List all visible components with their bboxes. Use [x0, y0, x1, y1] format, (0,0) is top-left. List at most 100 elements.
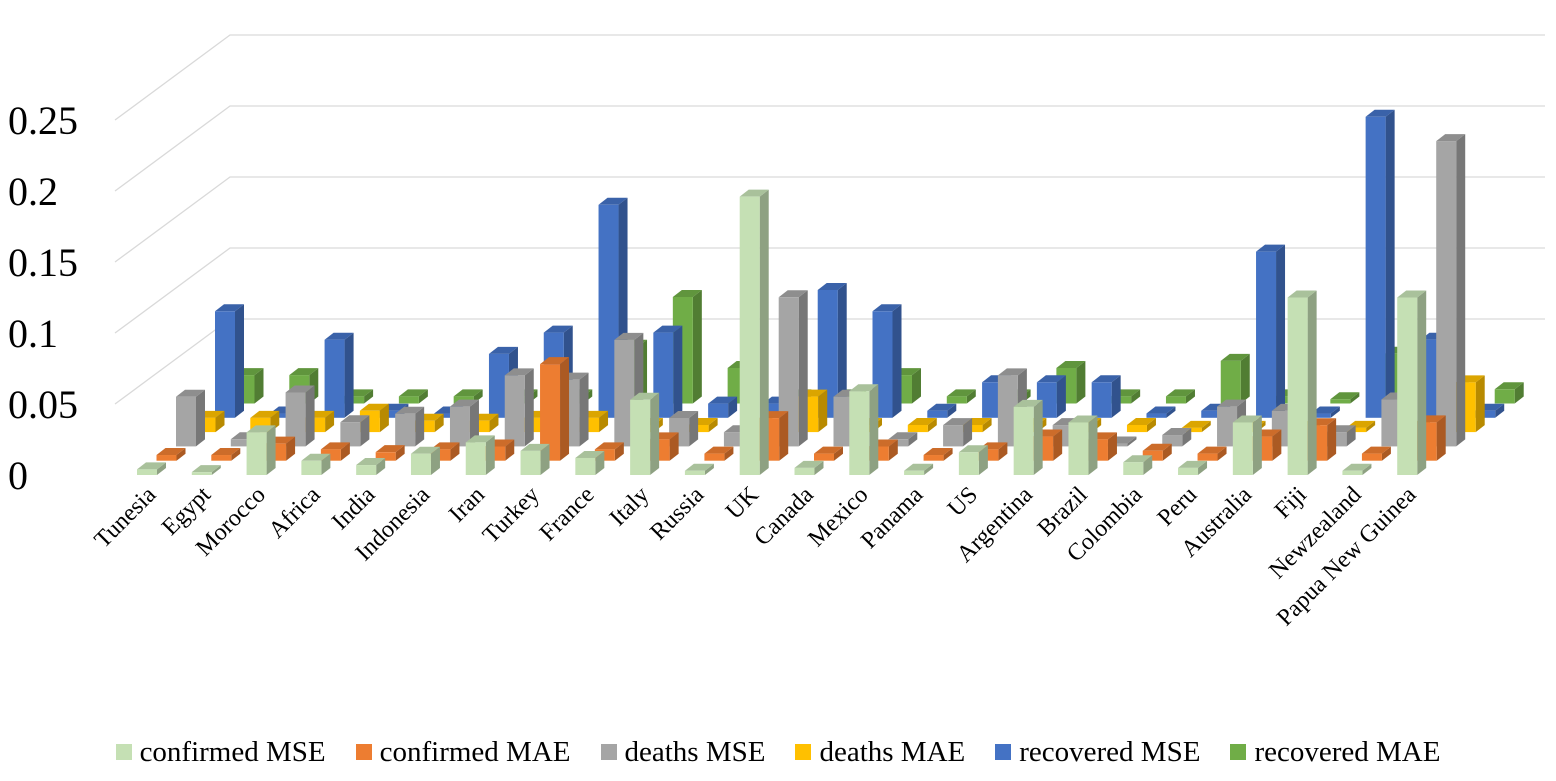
legend-swatch — [995, 744, 1012, 760]
bar-deaths-mse-papua-new-guinea — [1436, 134, 1466, 447]
bar-confirmed-mae-india — [375, 445, 405, 461]
legend-swatch — [1230, 744, 1247, 760]
grid-lines — [114, 34, 1545, 405]
bar-confirmed-mse-morocco — [246, 425, 276, 475]
bar-confirmed-mse-mexico — [849, 384, 879, 475]
x-category-label: US — [943, 482, 983, 522]
bar-confirmed-mae-egypt — [211, 448, 241, 461]
bar-confirmed-mse-canada — [794, 460, 824, 475]
bar-deaths-mse-uk — [778, 290, 808, 447]
bar-recovered-mse-uk — [817, 283, 847, 418]
legend-label: confirmed MSE — [139, 735, 326, 768]
legend: confirmed MSE confirmed MAE deaths MSE deat… — [0, 728, 1556, 776]
bar-confirmed-mae-newzealand — [1361, 446, 1391, 461]
bar-confirmed-mse-uk — [739, 189, 769, 475]
bar-confirmed-mae-colombia — [1142, 443, 1172, 461]
legend-item: confirmed MAE — [355, 735, 571, 769]
bar-recovered-mse-argentina — [1091, 375, 1121, 418]
gridline — [114, 176, 1545, 263]
x-category-label: Italy — [605, 482, 654, 531]
x-category-label: Panama — [856, 482, 928, 554]
bar-recovered-mse-canada — [872, 304, 902, 418]
bar-confirmed-mse-papua-new-guinea — [1397, 290, 1427, 475]
legend-label: recovered MSE — [1019, 735, 1201, 768]
bar-recovered-mse-morocco — [324, 332, 354, 418]
bar-confirmed-mae-panama — [923, 448, 953, 461]
bar-confirmed-mae-france — [594, 442, 624, 461]
bar-recovered-mse-mexico — [927, 403, 957, 418]
bar-confirmed-mse-tunesia — [137, 462, 166, 475]
bar-confirmed-mse-argentina — [1013, 399, 1043, 475]
y-tick-label: 0.15 — [8, 240, 78, 285]
legend-swatch — [795, 744, 812, 760]
bar-deaths-mse-iran — [504, 368, 534, 447]
bar-confirmed-mse-panama — [904, 463, 934, 475]
x-category-label: Russia — [646, 482, 710, 546]
bar-confirmed-mae-tunesia — [156, 448, 186, 461]
legend-label: confirmed MAE — [379, 735, 571, 768]
y-tick-label: 0.1 — [8, 311, 58, 356]
bar-deaths-mse-colombia — [1162, 428, 1192, 447]
y-axis-ticks: 0 0.05 0.1 0.15 0.2 0.25 — [8, 98, 78, 498]
y-tick-label: 0 — [8, 453, 28, 498]
legend-swatch — [115, 744, 132, 760]
legend-label: deaths MSE — [624, 735, 766, 768]
gridline — [114, 34, 1545, 121]
legend-label: recovered MAE — [1254, 735, 1441, 768]
bar-recovered-mae-papua-new-guinea — [1494, 382, 1524, 404]
bar-confirmed-mae-russia — [704, 446, 734, 461]
gridline — [114, 105, 1545, 192]
bar-confirmed-mse-turkey — [520, 443, 550, 475]
x-category-label: UK — [721, 481, 764, 524]
bar-confirmed-mse-peru — [1178, 460, 1208, 475]
x-category-label: Fiji — [1270, 482, 1312, 524]
bar-confirmed-mae-canada — [814, 446, 843, 461]
bar-deaths-mse-mexico — [888, 432, 918, 447]
x-category-label: Tunesia — [90, 482, 162, 554]
bar-recovered-mae-colombia — [1220, 353, 1250, 404]
bar-confirmed-mse-us — [958, 445, 988, 475]
legend-label: deaths MAE — [819, 735, 966, 768]
bar-confirmed-mse-france — [575, 450, 605, 475]
x-category-label: Africa — [264, 482, 326, 544]
bar-confirmed-mse-fiji — [1287, 290, 1317, 475]
bar-recovered-mse-fiji — [1365, 109, 1395, 418]
bar-confirmed-mse-newzealand — [1342, 463, 1372, 475]
x-category-label: Canada — [749, 482, 819, 552]
bar-deaths-mse-indonesia — [449, 399, 479, 447]
bar-recovered-mse-peru — [1256, 244, 1286, 418]
y-tick-label: 0.2 — [8, 169, 58, 214]
bar-recovered-mae-australia — [1330, 392, 1360, 404]
legend-item: recovered MSE — [995, 736, 1200, 769]
y-tick-label: 0.05 — [8, 382, 78, 427]
bar-confirmed-mse-italy — [630, 392, 660, 475]
bar-confirmed-mse-brazil — [1068, 415, 1098, 475]
x-category-label: Peru — [1153, 482, 1202, 531]
legend-item: deaths MAE — [795, 736, 965, 769]
bar-deaths-mae-brazil — [1126, 418, 1156, 433]
gridline — [114, 247, 1545, 334]
bar-confirmed-mse-egypt — [191, 465, 221, 475]
bar-confirmed-mae-turkey — [540, 357, 570, 461]
bar-confirmed-mse-india — [356, 458, 386, 475]
bar-confirmed-mse-colombia — [1123, 455, 1153, 475]
bars-group — [137, 109, 1524, 475]
bar-confirmed-mse-russia — [684, 463, 714, 475]
legend-swatch — [355, 744, 372, 760]
bar-recovered-mae-brazil — [1165, 389, 1195, 404]
bar-deaths-mse-india — [395, 406, 425, 447]
bar-recovered-mse-australia — [1310, 406, 1340, 418]
bar-deaths-mae-mexico — [907, 418, 937, 433]
legend-item: confirmed MSE — [115, 735, 326, 769]
x-category-label: France — [535, 482, 600, 547]
bar-deaths-mse-africa — [340, 415, 370, 447]
bar-confirmed-mse-australia — [1232, 415, 1262, 475]
bar-confirmed-mse-iran — [465, 435, 495, 475]
y-tick-label: 0.25 — [8, 98, 78, 143]
legend-swatch — [600, 744, 617, 760]
bar-deaths-mse-morocco — [285, 385, 315, 447]
bar-recovered-mse-tunesia — [215, 304, 244, 418]
bar-deaths-mse-tunesia — [176, 389, 205, 447]
bar-recovered-mse-us — [1036, 375, 1066, 418]
